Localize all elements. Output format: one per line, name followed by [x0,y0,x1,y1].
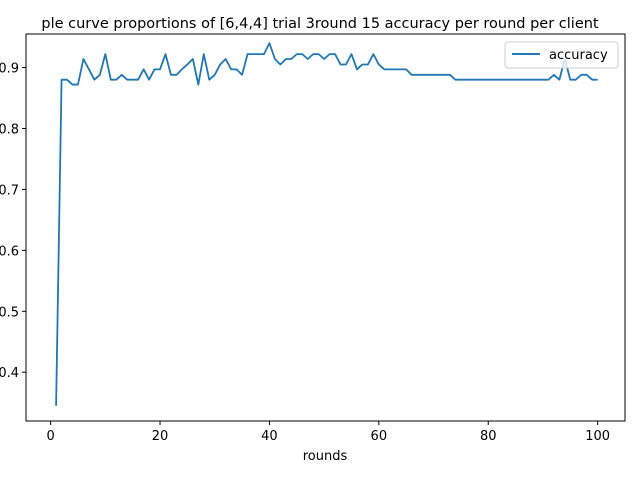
series-line-accuracy [55,42,598,406]
y-tick-label: 0.7 [0,183,19,198]
x-tick-label: 40 [261,429,278,444]
x-tick-label: 100 [585,429,610,444]
y-tick-label: 0.6 [0,244,19,259]
y-tick-label: 0.8 [0,122,19,137]
x-tick-label: 60 [371,429,388,444]
y-tick-label: 0.5 [0,305,19,320]
x-tick-label: 20 [152,429,169,444]
legend-box [504,41,619,69]
y-axis: 0.4 0.5 0.6 0.7 0.8 0.9 [0,62,26,381]
x-axis: 0 20 40 60 80 100 [46,421,610,444]
y-tick-label: 0.9 [0,62,19,77]
legend-label-accuracy: accuracy [549,48,608,63]
x-tick-label: 80 [480,429,497,444]
plot-area-frame [25,33,626,422]
series-layer [55,42,598,406]
x-axis-label: rounds [303,449,348,464]
chart-title: ple curve proportions of [6,4,4] trial 3… [41,16,599,32]
legend: accuracy [504,41,619,69]
y-tick-label: 0.4 [0,366,19,381]
x-tick-label: 0 [46,429,54,444]
